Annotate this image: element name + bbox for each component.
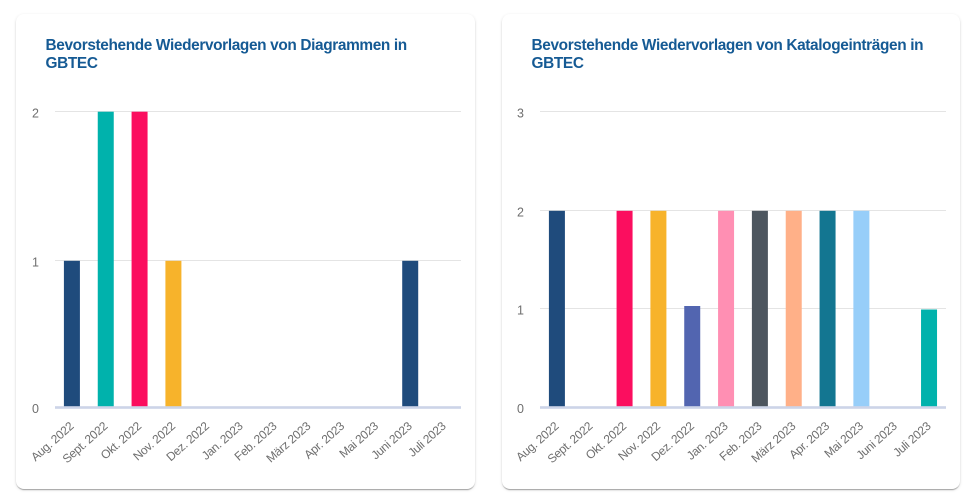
svg-text:2: 2 <box>32 107 39 121</box>
svg-text:2: 2 <box>517 206 524 220</box>
svg-text:0: 0 <box>517 402 524 416</box>
svg-text:Juli 2023: Juli 2023 <box>405 419 449 460</box>
svg-text:1: 1 <box>32 256 39 270</box>
svg-text:3: 3 <box>517 107 524 121</box>
svg-text:Juli 2023: Juli 2023 <box>890 419 934 460</box>
svg-text:0: 0 <box>32 402 39 416</box>
svg-text:1: 1 <box>517 304 524 318</box>
